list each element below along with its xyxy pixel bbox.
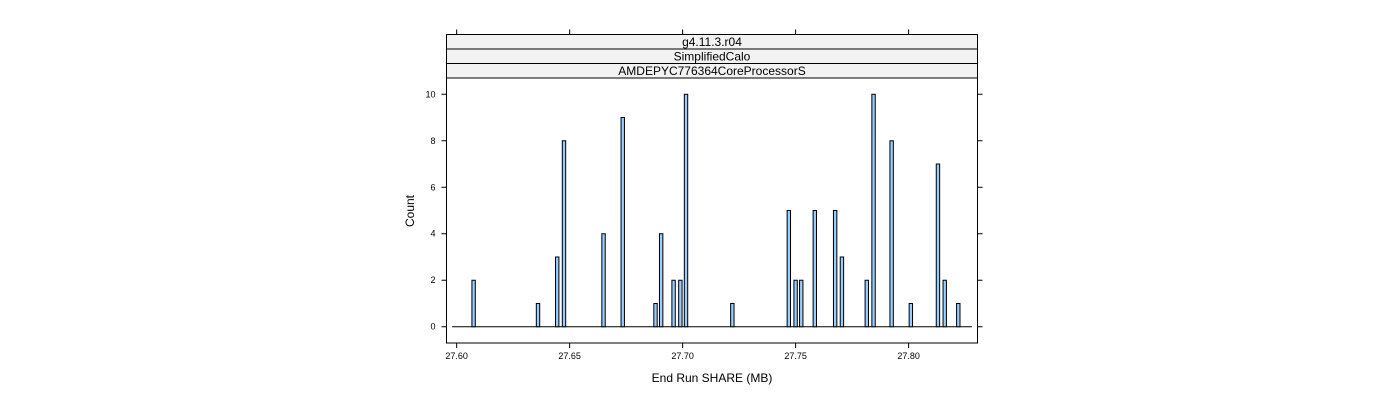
strip-header: g4.11.3.r04 SimplifiedCalo AMDEPYC776364… — [446, 34, 978, 79]
y-tick-label: 0 — [430, 322, 435, 332]
x-tick-label: 27.65 — [558, 351, 581, 361]
y-tick-label: 8 — [430, 136, 435, 146]
x-axis-title: End Run SHARE (MB) — [652, 371, 773, 385]
x-tick-label: 27.60 — [445, 351, 468, 361]
y-tick-label: 4 — [430, 229, 435, 239]
histogram-bar-10 — [678, 279, 683, 328]
histogram-bar-16 — [812, 210, 818, 328]
x-axis: 27.60 27.65 27.70 27.75 27.80 — [445, 29, 920, 361]
histogram-bar-15 — [799, 279, 804, 328]
y-axis: 0 2 4 6 8 10 — [425, 89, 983, 332]
y-tick-label: 6 — [430, 182, 435, 192]
histogram-bar-25 — [956, 302, 961, 328]
histogram-bar-17 — [832, 210, 838, 328]
histogram-bar-22 — [908, 302, 914, 328]
histogram-bar-6 — [620, 117, 625, 328]
y-tick-label: 2 — [430, 275, 435, 285]
histogram-bar-1 — [471, 279, 476, 328]
histogram-bar-4 — [561, 140, 567, 328]
histogram-bar-13 — [786, 210, 792, 328]
strip-2-label: SimplifiedCalo — [674, 50, 751, 64]
histogram-bar-12 — [730, 302, 735, 328]
histogram-bar-21 — [889, 140, 894, 328]
strip-1-label: g4.11.3.r04 — [682, 35, 742, 49]
strip-3-label: AMDEPYC776364CoreProcessorS — [618, 64, 805, 78]
histogram-bar-20 — [871, 93, 876, 328]
x-tick-label: 27.75 — [784, 351, 807, 361]
histogram-bar-14 — [793, 279, 798, 328]
histogram-bar-7 — [653, 302, 658, 328]
histogram-bar-24 — [942, 279, 947, 328]
histogram-bar-11 — [683, 93, 689, 328]
histogram-bar-2 — [535, 302, 541, 328]
histogram-bar-19 — [864, 279, 869, 328]
panel-border — [446, 77, 978, 344]
y-tick-label: 10 — [425, 89, 435, 99]
x-tick-label: 27.70 — [671, 351, 694, 361]
histogram-bar-5 — [601, 233, 606, 328]
histogram-bar-18 — [839, 256, 845, 328]
histogram-bar-3 — [555, 256, 560, 328]
histogram-bar-9 — [671, 279, 676, 328]
x-tick-label: 27.80 — [897, 351, 920, 361]
histogram-bar-23 — [935, 163, 941, 328]
histogram-bar-8 — [658, 233, 664, 328]
y-axis-title: Count — [403, 194, 417, 227]
bars-group — [471, 93, 961, 328]
